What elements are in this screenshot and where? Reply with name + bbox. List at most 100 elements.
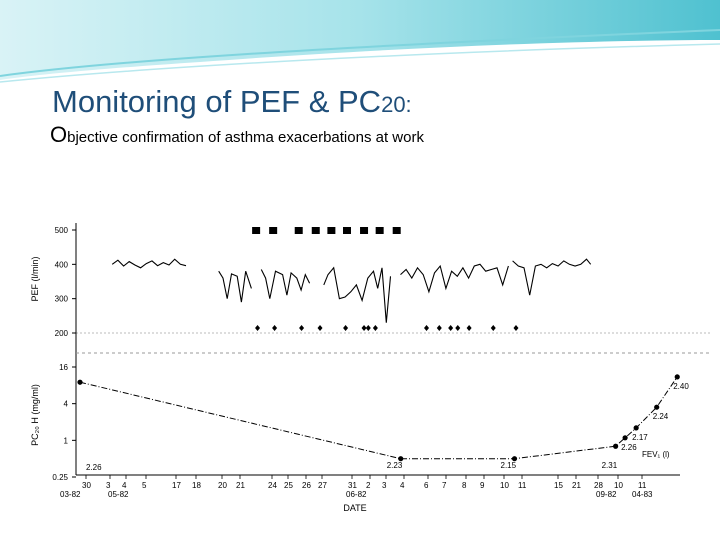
date-tick-label: 10 (614, 481, 623, 490)
pef-diamond-marker (299, 325, 305, 331)
pef-y-tick-label: 300 (55, 295, 69, 304)
pef-diamond-marker (365, 325, 371, 331)
pef-diamond-marker (361, 325, 367, 331)
pef-diamond-marker (490, 325, 496, 331)
date-tick-label: 21 (572, 481, 581, 490)
fev1-value-label: 2.15 (501, 461, 517, 470)
header-banner (0, 0, 720, 83)
exposure-square-marker (375, 227, 384, 234)
pc20-data-point (398, 456, 404, 462)
date-tick-label: 15 (554, 481, 563, 490)
banner-wave-line (0, 43, 720, 83)
pef-diamond-marker (448, 325, 454, 331)
pef-y-tick-label: 500 (55, 226, 69, 235)
date-tick-label: 8 (462, 481, 467, 490)
date-tick-label: 3 (106, 481, 111, 490)
date-tick-label: 4 (122, 481, 127, 490)
date-tick-label: 17 (172, 481, 181, 490)
pef-diamond-marker (424, 325, 430, 331)
date-tick-label: 11 (518, 481, 527, 490)
fev1-value-label: 2.24 (653, 412, 669, 421)
page-subtitle: Objective confirmation of asthma exacerb… (50, 122, 424, 147)
banner-wave-line (0, 29, 720, 77)
exposure-square-marker (269, 227, 278, 234)
exposure-square-marker (327, 227, 336, 234)
date-tick-label: 30 (82, 481, 91, 490)
date-axis-label: DATE (343, 503, 366, 513)
pef-diamond-marker (343, 325, 349, 331)
pc20-data-point (622, 435, 628, 441)
date-tick-label: 11 (638, 481, 647, 490)
exposure-square-marker (360, 227, 369, 234)
pef-series-line (111, 258, 187, 269)
date-group-label: 09-82 (596, 490, 617, 499)
date-tick-label: 31 (348, 481, 357, 490)
banner-wave (0, 0, 720, 80)
date-group-label: 04-83 (632, 490, 653, 499)
fev1-value-label: 2.23 (387, 461, 403, 470)
pef-series-line (512, 258, 592, 296)
pef-series-line (400, 263, 509, 294)
pef-series-line (218, 270, 252, 303)
date-tick-label: 20 (218, 481, 227, 490)
date-tick-label: 3 (382, 481, 387, 490)
pc20-y-tick-label: 16 (59, 363, 68, 372)
pef-diamond-marker (372, 325, 378, 331)
pc20-data-point (77, 379, 83, 385)
date-tick-label: 26 (302, 481, 311, 490)
pef-y-tick-label: 200 (55, 329, 69, 338)
date-tick-label: 5 (142, 481, 147, 490)
date-tick-label: 9 (480, 481, 485, 490)
pc20-data-point (511, 456, 518, 462)
exposure-square-marker (392, 227, 401, 234)
fev1-axis-label: FEV₁ (l) (642, 450, 670, 459)
pef-diamond-marker (455, 325, 461, 331)
exposure-square-marker (311, 227, 320, 234)
fev1-value-label: 2.17 (632, 433, 648, 442)
date-tick-label: 21 (236, 481, 245, 490)
fev1-value-label: 2.26 (86, 463, 102, 472)
pef-pc20-figure: 500 400 300 200 PEF (l/min) 16 4 1 0.25 PC₂₀ H (m… (20, 175, 720, 540)
pef-series-line (323, 266, 392, 323)
pc20-series-line (79, 376, 678, 460)
date-tick-label: 27 (318, 481, 327, 490)
date-tick-label: 10 (500, 481, 509, 490)
pef-y-axis-label: PEF (l/min) (30, 256, 40, 301)
pef-diamond-marker (272, 325, 278, 331)
date-group-label: 05-82 (108, 490, 129, 499)
pef-diamond-marker (255, 325, 261, 331)
date-tick-label: 2 (366, 481, 371, 490)
fev1-value-label: 2.40 (673, 382, 689, 391)
title-subscript: 20: (381, 92, 412, 117)
exposure-square-marker (294, 227, 303, 234)
pef-diamond-marker (436, 325, 442, 331)
pc20-data-point (633, 425, 639, 431)
date-tick-label: 24 (268, 481, 277, 490)
pef-diamond-marker (317, 325, 323, 331)
date-tick-label: 7 (442, 481, 447, 490)
exposure-square-marker (343, 227, 351, 234)
date-tick-label: 25 (284, 481, 293, 490)
pc20-y-tick-label: 1 (64, 436, 69, 445)
pc20-y-tick-label: 4 (64, 400, 69, 409)
pc20-y-axis-label: PC₂₀ H (mg/ml) (30, 384, 40, 446)
date-group-label: 03-82 (60, 490, 81, 499)
chart-canvas: 500 400 300 200 PEF (l/min) 16 4 1 0.25 PC₂₀ H (m… (30, 223, 710, 513)
pef-y-tick-label: 400 (55, 260, 69, 269)
pef-diamond-marker (466, 325, 472, 331)
fev1-value-label: 2.31 (602, 461, 618, 470)
date-tick-label: 18 (192, 481, 201, 490)
pc20-data-point (654, 404, 660, 410)
date-group-label: 06-82 (346, 490, 367, 499)
exposure-square-marker (252, 227, 261, 234)
pc20-y-tick-label: 0.25 (52, 473, 68, 482)
pc20-data-point (674, 374, 680, 380)
page-title: Monitoring of PEF & PC20: (52, 84, 412, 119)
date-tick-label: 6 (424, 481, 429, 490)
pef-series-line (260, 269, 311, 299)
date-tick-label: 4 (400, 481, 405, 490)
fev1-value-label: 2.26 (621, 443, 637, 452)
pef-diamond-marker (513, 325, 519, 331)
date-tick-label: 28 (594, 481, 603, 490)
pc20-data-point (613, 443, 619, 449)
